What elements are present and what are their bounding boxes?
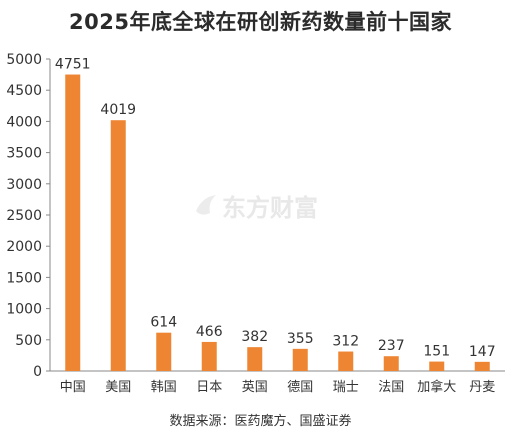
data-label: 355 — [287, 331, 314, 347]
y-tick-label: 4500 — [6, 83, 42, 99]
bars — [65, 74, 490, 371]
bar — [247, 347, 263, 371]
y-tick-label: 0 — [33, 364, 42, 380]
bar — [201, 341, 217, 371]
bar — [110, 120, 126, 371]
chart-title: 2025年底全球在研创新药数量前十国家 — [69, 10, 452, 34]
bar — [338, 351, 354, 371]
data-label: 312 — [332, 334, 359, 350]
x-category-label: 中国 — [60, 380, 86, 395]
x-category-label: 美国 — [105, 380, 131, 395]
y-tick-label: 500 — [15, 333, 42, 349]
y-tick-label: 1000 — [6, 302, 42, 318]
data-label: 614 — [150, 315, 177, 331]
x-category-label: 英国 — [242, 380, 268, 395]
watermark-text: 东方财富 — [222, 194, 318, 222]
data-label: 382 — [241, 329, 268, 345]
y-tick-label: 1500 — [6, 270, 42, 286]
bar — [383, 356, 399, 371]
bar — [429, 361, 445, 371]
x-category-label: 加拿大 — [417, 379, 456, 395]
y-tick-label: 4000 — [6, 114, 42, 130]
watermark: 东方财富 — [196, 194, 318, 222]
data-label: 151 — [423, 344, 450, 360]
x-category-label: 韩国 — [151, 380, 177, 395]
y-tick-label: 2000 — [6, 239, 42, 255]
eastmoney-logo-icon — [196, 195, 216, 215]
bar — [156, 332, 172, 371]
x-category-label: 瑞士 — [333, 380, 359, 395]
bar — [292, 348, 308, 371]
data-label: 4751 — [55, 57, 91, 73]
x-category-label: 法国 — [378, 380, 404, 395]
x-axis-labels: 中国 美国 韩国 日本 英国 德国 瑞士 法国 加拿大 丹麦 — [60, 379, 496, 395]
data-label: 147 — [469, 344, 496, 360]
data-labels: 4751 4019 614 466 382 355 312 237 151 147 — [55, 57, 496, 360]
data-label: 4019 — [100, 102, 136, 118]
x-category-label: 日本 — [196, 380, 222, 395]
y-tick-label: 2500 — [6, 208, 42, 224]
y-axis-ticks: 0 500 1000 1500 2000 2500 3000 3500 4000 4500 5000 — [6, 52, 50, 380]
source-note: 数据来源：医药魔方、国盛证券 — [169, 414, 352, 429]
x-category-label: 丹麦 — [469, 380, 495, 395]
y-tick-label: 5000 — [6, 52, 42, 68]
data-label: 237 — [378, 338, 405, 354]
y-tick-label: 3500 — [6, 146, 42, 162]
data-label: 466 — [196, 324, 223, 340]
bar — [65, 74, 81, 371]
y-tick-label: 3000 — [6, 177, 42, 193]
bar — [474, 361, 490, 371]
x-category-label: 德国 — [287, 380, 313, 395]
